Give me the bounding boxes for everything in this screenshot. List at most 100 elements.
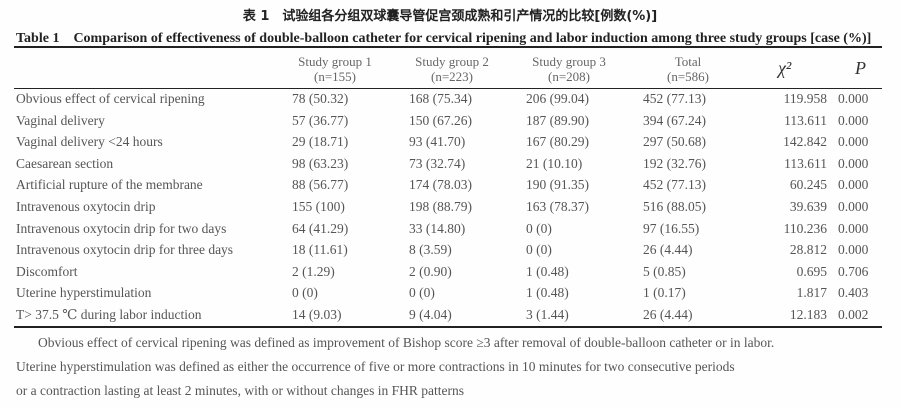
group2-value: 0 (0) bbox=[409, 285, 435, 301]
group3-value: 21 (10.10) bbox=[526, 155, 583, 171]
chi-square-value: 110.236 bbox=[783, 220, 827, 236]
p-value: 0.000 bbox=[838, 91, 869, 106]
group1-value: 14 (9.03) bbox=[292, 307, 342, 322]
p-value: 0.000 bbox=[838, 220, 869, 236]
row-label: Intravenous oxytocin drip for two days bbox=[16, 220, 227, 236]
group3-value: 206 (99.04) bbox=[526, 91, 589, 106]
chi-square-value: 113.611 bbox=[784, 112, 827, 128]
row-label: Uterine hyperstimulation bbox=[16, 285, 152, 301]
bottom-rule bbox=[14, 326, 882, 328]
p-value: 0.002 bbox=[838, 307, 869, 322]
chi-square-value: 119.958 bbox=[783, 91, 827, 106]
group1-value: 18 (11.61) bbox=[292, 242, 348, 258]
p-value: 0.000 bbox=[838, 112, 869, 128]
group2-value: 8 (3.59) bbox=[409, 242, 452, 258]
row-label: T> 37.5 ℃ during labor induction bbox=[16, 307, 202, 322]
table-row: Intravenous oxytocin drip for three days… bbox=[0, 242, 900, 262]
chi-square-value: 12.183 bbox=[789, 307, 827, 322]
footnote-1: Obvious effect of cervical ripening was … bbox=[38, 335, 775, 350]
group3-value: 3 (1.44) bbox=[526, 307, 569, 322]
group2-value: 73 (32.74) bbox=[409, 155, 466, 171]
header-group2: Study group 2 (n=223) bbox=[402, 54, 502, 84]
row-label: Vaginal delivery <24 hours bbox=[16, 134, 163, 150]
header-n: (n=208) bbox=[548, 69, 590, 84]
header-label: Study group 2 bbox=[415, 54, 489, 69]
footnote-2: Uterine hyperstimulation was defined as … bbox=[16, 359, 735, 374]
group3-value: 1 (0.48) bbox=[526, 263, 569, 279]
header-label: Study group 1 bbox=[298, 54, 372, 69]
table-row: Intravenous oxytocin drip for two days 64… bbox=[0, 221, 900, 241]
group3-value: 187 (89.90) bbox=[526, 112, 589, 128]
group2-value: 33 (14.80) bbox=[409, 220, 466, 236]
header-total: Total (n=586) bbox=[638, 54, 738, 84]
header-label: Total bbox=[674, 54, 702, 69]
group1-value: 2 (1.29) bbox=[292, 263, 335, 279]
table-row: T> 37.5 ℃ during labor induction 14 (9.03… bbox=[0, 307, 900, 327]
total-value: 192 (32.76) bbox=[643, 155, 706, 171]
row-label: Discomfort bbox=[16, 263, 78, 279]
table-row: Artificial rupture of the membrane 88 (56… bbox=[0, 177, 900, 197]
p-value: 0.000 bbox=[838, 199, 869, 214]
group2-value: 174 (78.03) bbox=[409, 177, 472, 193]
group2-value: 2 (0.90) bbox=[409, 263, 452, 279]
p-value: 0.706 bbox=[838, 263, 869, 279]
group2-value: 9 (4.04) bbox=[409, 307, 452, 322]
total-value: 297 (50.68) bbox=[643, 134, 706, 150]
table-title-cn: 表 1 试验组各分组双球囊导管促宫颈成熟和引产情况的比较[例数(%)] bbox=[242, 9, 658, 24]
group2-value: 198 (88.79) bbox=[409, 199, 472, 214]
chi-square-value: 60.245 bbox=[789, 177, 827, 193]
p-value: 0.000 bbox=[838, 155, 869, 171]
header-group1: Study group 1 (n=155) bbox=[285, 54, 385, 84]
chi-square-value: 113.611 bbox=[784, 155, 827, 171]
table-row: Obvious effect of cervical ripening 78 (5… bbox=[0, 91, 900, 111]
p-value: 0.000 bbox=[838, 177, 869, 193]
total-value: 26 (4.44) bbox=[643, 307, 693, 322]
total-value: 5 (0.85) bbox=[643, 263, 686, 279]
total-value: 516 (88.05) bbox=[643, 199, 706, 214]
table-row: Vaginal delivery 57 (36.77) 150 (67.26) 187… bbox=[0, 113, 900, 133]
group1-value: 64 (41.29) bbox=[292, 220, 349, 236]
row-label: Intravenous oxytocin drip bbox=[16, 199, 156, 214]
row-label: Vaginal delivery bbox=[16, 112, 105, 128]
header-n: (n=155) bbox=[314, 69, 356, 84]
table-row: Intravenous oxytocin drip 155 (100) 198 (8… bbox=[0, 199, 900, 219]
p-value: 0.403 bbox=[838, 285, 869, 301]
total-value: 394 (67.24) bbox=[643, 112, 706, 128]
group1-value: 88 (56.77) bbox=[292, 177, 349, 193]
group3-value: 0 (0) bbox=[526, 242, 552, 258]
header-group3: Study group 3 (n=208) bbox=[519, 54, 619, 84]
total-value: 97 (16.55) bbox=[643, 220, 700, 236]
header-n: (n=223) bbox=[431, 69, 473, 84]
group3-value: 163 (78.37) bbox=[526, 199, 589, 214]
chi-square-value: 142.842 bbox=[783, 134, 827, 150]
row-label: Caesarean section bbox=[16, 155, 114, 171]
header-n: (n=586) bbox=[667, 69, 709, 84]
row-label: Artificial rupture of the membrane bbox=[16, 177, 203, 193]
table-row: Caesarean section 98 (63.23) 73 (32.74) 21 … bbox=[0, 156, 900, 176]
header-p: P bbox=[855, 58, 866, 78]
row-label: Obvious effect of cervical ripening bbox=[16, 91, 205, 106]
top-rule bbox=[14, 46, 882, 48]
table-row: Discomfort 2 (1.29) 2 (0.90) 1 (0.48) 5 (0.8… bbox=[0, 264, 900, 284]
chi-square-value: 0.695 bbox=[796, 263, 827, 279]
table-row: Vaginal delivery <24 hours 29 (18.71) 93 (… bbox=[0, 134, 900, 154]
chi-square-value: 39.639 bbox=[789, 199, 827, 214]
chi-square-value: 1.817 bbox=[796, 285, 827, 301]
group1-value: 98 (63.23) bbox=[292, 155, 349, 171]
group2-value: 150 (67.26) bbox=[409, 112, 472, 128]
group2-value: 168 (75.34) bbox=[409, 91, 472, 106]
table-row: Uterine hyperstimulation 0 (0) 0 (0) 1 (0.4… bbox=[0, 285, 900, 305]
group3-value: 167 (80.29) bbox=[526, 134, 589, 150]
p-value: 0.000 bbox=[838, 242, 869, 258]
group3-value: 0 (0) bbox=[526, 220, 552, 236]
row-label: Intravenous oxytocin drip for three days bbox=[16, 242, 234, 258]
header-label: Study group 3 bbox=[532, 54, 606, 69]
table-title-en: Table 1 Comparison of effectiveness of d… bbox=[16, 31, 872, 46]
footnote-3: or a contraction lasting at least 2 minu… bbox=[16, 383, 465, 398]
group2-value: 93 (41.70) bbox=[409, 134, 466, 150]
group3-value: 1 (0.48) bbox=[526, 285, 569, 301]
group1-value: 78 (50.32) bbox=[292, 91, 349, 106]
group1-value: 29 (18.71) bbox=[292, 134, 349, 150]
total-value: 1 (0.17) bbox=[643, 285, 686, 301]
